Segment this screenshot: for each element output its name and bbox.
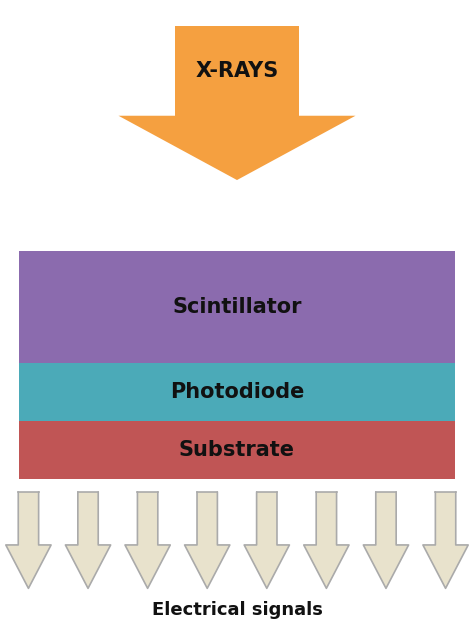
Text: Electrical signals: Electrical signals [152,601,322,619]
Polygon shape [184,545,230,588]
Text: X-RAYS: X-RAYS [195,60,279,81]
Polygon shape [316,492,337,545]
Polygon shape [6,545,51,588]
Polygon shape [423,545,468,588]
Polygon shape [78,492,98,545]
Bar [19,421,455,479]
Polygon shape [118,116,356,180]
Polygon shape [436,492,456,545]
Polygon shape [256,492,277,545]
Bar [19,363,455,421]
Polygon shape [137,492,158,545]
Polygon shape [125,545,170,588]
Polygon shape [244,545,290,588]
Text: Substrate: Substrate [179,440,295,460]
Polygon shape [175,26,299,116]
Polygon shape [376,492,396,545]
Polygon shape [65,545,110,588]
Polygon shape [18,492,38,545]
Text: Scintillator: Scintillator [172,297,302,317]
Polygon shape [304,545,349,588]
Polygon shape [364,545,409,588]
Bar [19,251,455,363]
Polygon shape [197,492,218,545]
Text: Photodiode: Photodiode [170,382,304,403]
